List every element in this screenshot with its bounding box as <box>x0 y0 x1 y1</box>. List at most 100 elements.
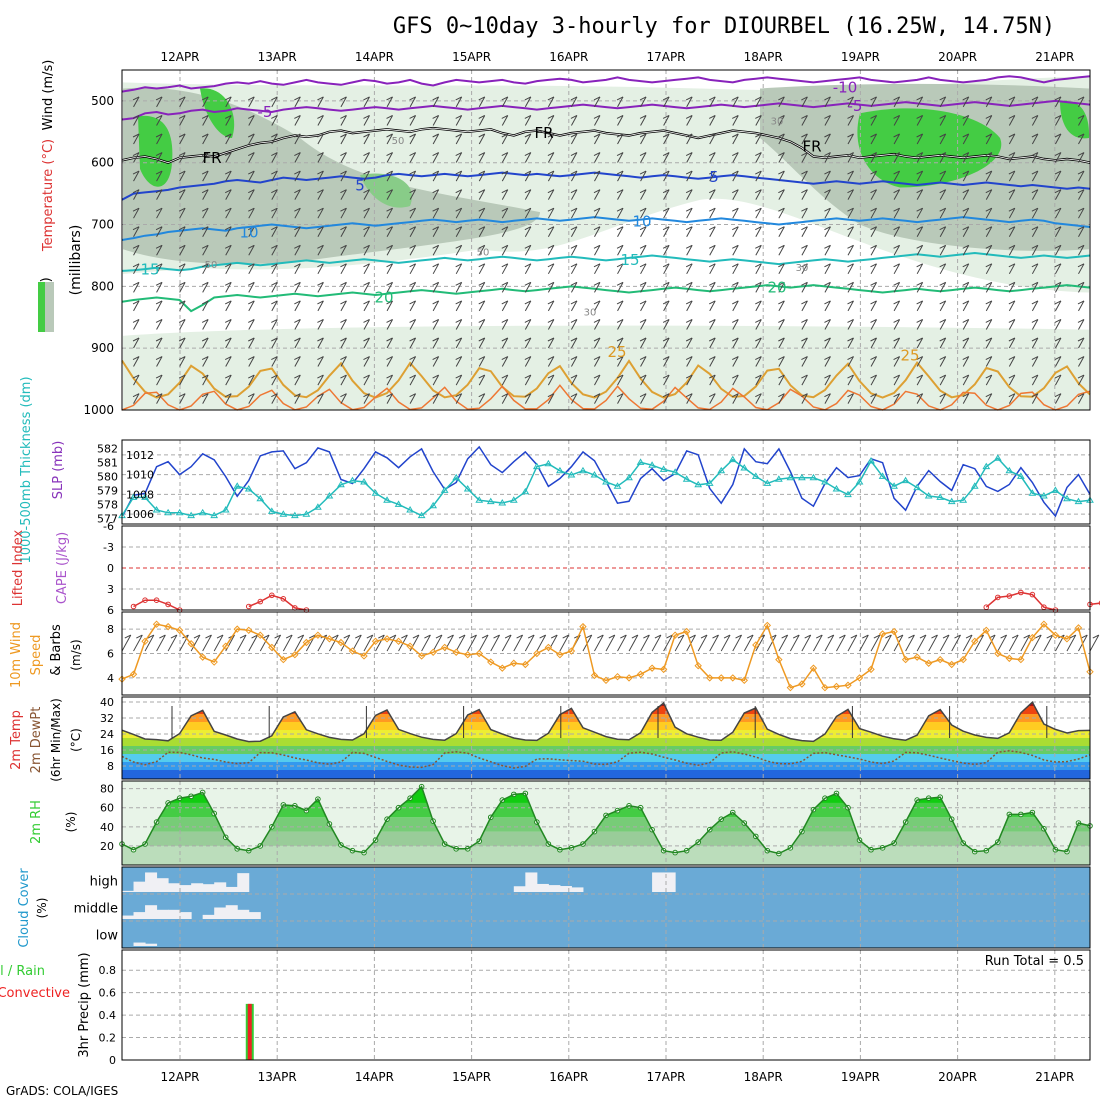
wind-barb <box>893 374 900 379</box>
wind-barb <box>202 374 209 386</box>
wind-barb <box>432 189 439 194</box>
slp-tick-label: 1006 <box>126 508 154 521</box>
wind-barb <box>686 170 693 182</box>
wind-barb <box>639 393 647 398</box>
wind-barb <box>1054 374 1062 379</box>
temp-tick-label: 32 <box>100 712 114 725</box>
wind-barb <box>640 115 647 126</box>
surface-wind-barb <box>170 634 178 639</box>
wind-barb <box>962 170 969 175</box>
surface-wind-barb <box>447 634 454 639</box>
wind-barb <box>616 281 624 286</box>
wind-barb <box>386 374 393 379</box>
isotherm-label: 15 <box>140 261 159 279</box>
wind-barb <box>594 207 601 219</box>
wind-barb <box>201 133 209 138</box>
wind-barb <box>1031 393 1039 404</box>
cloud-bar-high <box>168 883 181 892</box>
wind-barb <box>570 152 578 163</box>
wind-barb <box>778 152 785 163</box>
surface-wind-barb <box>965 634 973 639</box>
wind-barb <box>317 189 324 200</box>
wind-barb <box>847 374 854 379</box>
wind-barb <box>317 115 324 126</box>
wind-barb <box>409 337 416 342</box>
wind-barb <box>432 263 439 268</box>
wind-barb <box>916 207 924 219</box>
wind-barb <box>1008 170 1016 182</box>
lifted-index-line <box>133 599 180 611</box>
wind-barb <box>501 170 509 182</box>
surface-wind-barb <box>539 634 546 639</box>
wind-barb <box>224 207 232 212</box>
surface-wind-barb <box>792 634 800 639</box>
wind-barb <box>155 133 163 138</box>
wind-barb <box>1077 300 1085 305</box>
wind-barb <box>640 319 647 330</box>
wind-barb <box>594 96 601 108</box>
wind-barb <box>662 281 670 286</box>
wind-barb <box>363 133 370 138</box>
wind-barb <box>178 356 186 360</box>
wind-barb <box>1008 133 1016 145</box>
wind-barb <box>156 393 163 404</box>
wind-barb <box>616 393 624 398</box>
wind-barb <box>178 319 186 323</box>
wind-barb <box>755 170 762 175</box>
surface-wind-barb <box>481 634 489 639</box>
wind-barb <box>893 170 900 175</box>
wind-barb <box>340 226 347 237</box>
wind-barb <box>1054 170 1062 175</box>
wind-barb <box>201 281 209 286</box>
wind-barb <box>662 374 670 379</box>
wind-barb <box>824 244 831 249</box>
surface-wind-barb <box>651 634 662 652</box>
wind-barb <box>824 96 831 101</box>
wind-barb <box>1031 281 1039 286</box>
wind-barb <box>616 319 624 323</box>
temp-band <box>122 738 1090 746</box>
wind-barb <box>778 374 785 386</box>
wind-barb <box>801 115 808 126</box>
wind-barb <box>962 356 970 367</box>
cloud-bar-middle <box>248 912 261 919</box>
wind-barb <box>132 393 140 398</box>
wind-barb <box>363 133 370 145</box>
surface-wind-barb <box>136 634 143 639</box>
wind-barb <box>340 96 347 108</box>
wind-barb <box>663 393 670 404</box>
wind-barb <box>178 393 186 398</box>
wind-barb <box>870 356 877 360</box>
wind-barb <box>893 115 901 126</box>
surface-wind-barb <box>997 634 1008 652</box>
cloud-bar-low <box>133 942 146 946</box>
wind-barb <box>317 356 324 367</box>
wind-barb <box>1031 319 1039 330</box>
wind-barb <box>294 245 301 256</box>
wind-barb <box>455 263 463 275</box>
surface-wind-barb <box>156 634 166 652</box>
wind-barb <box>501 207 509 219</box>
wind-barb <box>271 300 278 305</box>
wind-barb <box>939 281 946 286</box>
wind-barb <box>755 115 762 126</box>
wind-barb <box>201 244 209 249</box>
wind-barb <box>409 226 416 231</box>
wind-barb <box>593 300 601 305</box>
wind-barb <box>547 282 555 293</box>
wind-barb <box>363 393 370 404</box>
wind-barb <box>225 170 232 182</box>
isotherm-5 <box>121 171 1091 201</box>
wind-barb <box>686 207 693 219</box>
wind-barb <box>870 393 877 404</box>
wind-barb <box>893 170 901 182</box>
wind-barb <box>455 300 463 312</box>
wind-barb <box>662 96 670 101</box>
wind-barb <box>1078 356 1085 367</box>
date-label-top: 18APR <box>744 50 783 64</box>
wind-barb <box>179 189 186 200</box>
wind-barb <box>317 263 324 268</box>
wind-barb <box>409 133 416 138</box>
wind-barb <box>501 319 509 323</box>
wind-barb <box>478 282 486 293</box>
